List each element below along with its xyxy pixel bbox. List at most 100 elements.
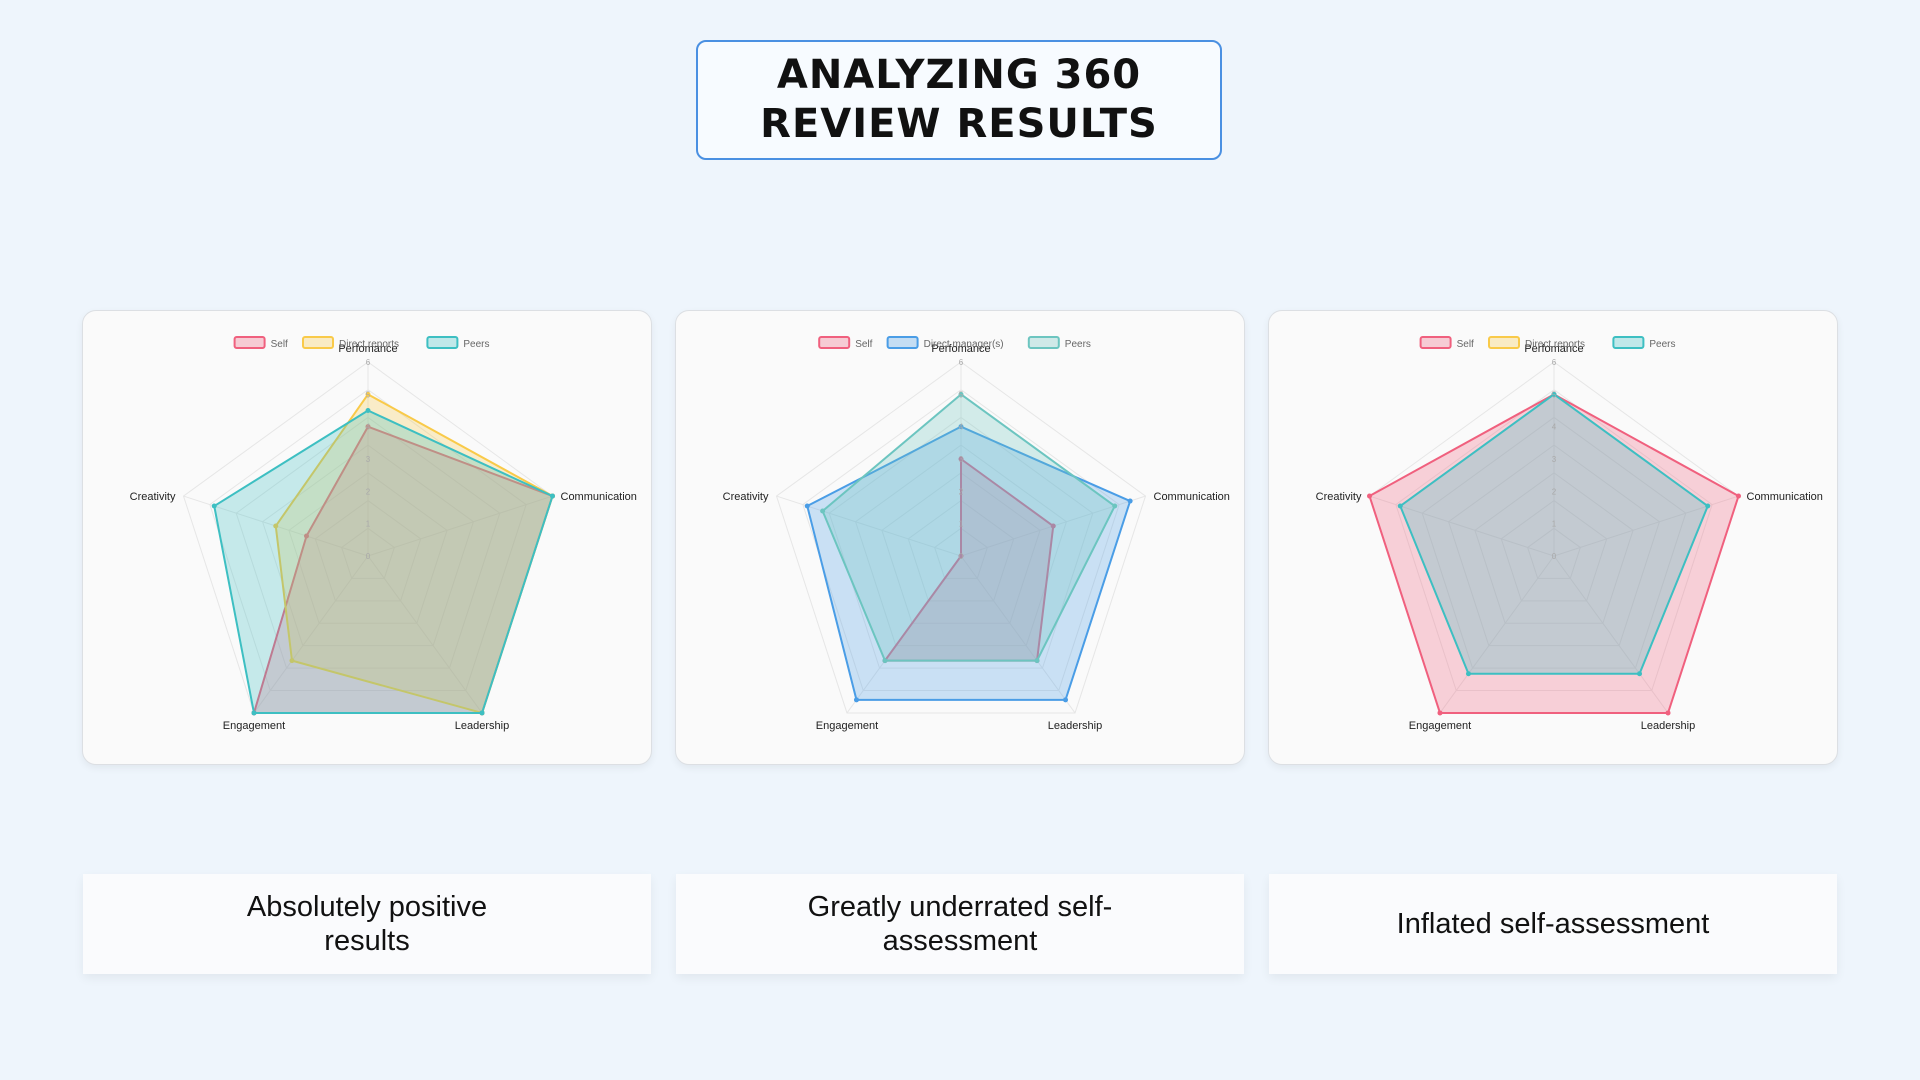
caption-box-1: Absolutely positive results [83,874,651,974]
legend-label-self[interactable]: Self [271,339,288,350]
data-point-self [303,533,309,539]
data-point-direct-manager-s [958,424,964,430]
grid-ring [209,389,527,692]
legend-swatch-self[interactable] [233,336,266,349]
legend-label-self[interactable]: Self [855,339,872,350]
axis-label-communication: Communication [1154,491,1230,503]
chart-legend[interactable]: Self Direct reports Peers [233,336,490,350]
radar-chart-3: 0 1 2 3 4 5 6 Perfomance Communication Leadership… [1316,336,1823,732]
data-point-self [958,553,964,559]
data-point-peers [251,710,257,716]
axis-label-leadership: Leadership [1641,720,1695,732]
legend-label-self[interactable]: Self [1457,339,1474,350]
legend-swatch-self[interactable] [1419,336,1452,349]
data-point-self [958,456,964,462]
tick-label: 6 [366,358,371,367]
data-point-direct-manager-s [1127,498,1133,504]
tick-label: 4 [959,423,964,432]
grid-ring [934,527,988,579]
legend-swatch-direct-manager-s[interactable] [886,336,919,349]
grid-ring [1395,389,1713,692]
data-point-peers [365,408,371,413]
data-point-direct-reports [289,658,295,664]
legend-swatch-peers[interactable] [1612,336,1645,349]
grid-ring [1500,499,1608,602]
axis-label-creativity: Creativity [1316,491,1362,503]
legend-swatch-direct-reports[interactable] [1488,336,1520,349]
axis-label-communication: Communication [561,491,637,503]
grid-ring [1474,472,1634,624]
caption-underrated-self-assessment: Greatly underrated self-assessment [807,891,1113,957]
series-area-peers [213,409,554,714]
legend-swatch-self[interactable] [818,336,851,349]
tick-label: 6 [1552,358,1557,367]
axis-label-engagement: Engagement [816,720,878,732]
data-point-peers [1397,503,1403,509]
data-point-direct-reports [273,523,279,529]
tick-label: 3 [959,455,964,464]
legend-swatch-direct-reports[interactable] [302,336,334,349]
grid-ring [775,361,1147,714]
legend-label-peers[interactable]: Peers [1065,339,1091,350]
axis-label-communication: Communication [1747,491,1823,503]
data-point-direct-reports [365,391,371,397]
legend-label-direct-reports[interactable]: Direct reports [339,339,399,350]
axis-label-engagement: Engagement [1409,720,1471,732]
grid-spoke [960,555,1076,714]
chart-legend[interactable]: Self Direct reports Peers [1419,336,1676,350]
grid-spoke [253,555,369,714]
data-point-peers [882,658,888,664]
data-point-peers [1551,391,1557,397]
tick-label: 5 [1552,390,1557,399]
axis-label-engagement: Engagement [223,720,285,732]
axis-label-creativity: Creativity [130,491,176,503]
title-box: ANALYZING 360 REVIEW RESULTS [696,40,1222,160]
data-point-direct-manager-s [804,503,810,509]
caption-box-3: Inflated self-assessment [1269,874,1837,974]
series-area-direct-reports [274,393,554,714]
grid-spoke [1439,555,1555,714]
caption-positive-results: Absolutely positive results [246,891,488,957]
axis-label-perfomance: Perfomance [1524,343,1583,355]
tick-label: 3 [366,455,371,464]
axis-label-perfomance: Perfomance [931,343,990,355]
grid-ring [314,499,422,602]
data-point-peers [1034,658,1040,664]
axis-label-creativity: Creativity [723,491,769,503]
data-point-self [1736,493,1742,499]
grid-ring [1447,444,1661,647]
data-point-peers [820,508,826,514]
legend-swatch-peers[interactable] [1027,336,1060,349]
axis-label-leadership: Leadership [1048,720,1102,732]
data-point-self [365,424,371,430]
series-area-peers [821,393,1116,662]
data-point-peers [958,391,964,397]
data-point-direct-manager-s [853,697,859,703]
data-point-peers [1112,503,1118,509]
grid-ring [881,472,1041,624]
grid-ring [1421,416,1687,669]
data-point-peers [1705,503,1711,509]
radar-chart-card-1: 0 1 2 3 4 5 6 Perfomance Communication Leadership… [82,310,652,765]
legend-swatch-peers[interactable] [426,336,459,349]
grid-spoke [367,495,553,557]
page-title-line-1: ANALYZING 360 [776,52,1142,98]
series-area-self [1368,393,1740,714]
tick-label: 1 [959,520,964,529]
grid-ring [235,416,501,669]
tick-label: 2 [959,487,964,496]
legend-label-peers[interactable]: Peers [463,339,489,350]
grid-ring [341,527,395,579]
tick-label: 1 [366,520,371,529]
data-point-self [1437,710,1443,716]
legend-label-direct-reports[interactable]: Direct reports [1525,339,1585,350]
legend-label-peers[interactable]: Peers [1649,339,1675,350]
tick-label: 3 [1552,455,1557,464]
tick-label: 4 [366,423,371,432]
grid-ring [907,499,1015,602]
tick-label: 0 [1552,552,1557,561]
chart-legend[interactable]: Self Direct manager(s) Peers [818,336,1091,350]
data-point-peers [1465,671,1471,677]
grid-spoke [367,555,483,714]
legend-label-direct-manager-s[interactable]: Direct manager(s) [924,339,1004,350]
